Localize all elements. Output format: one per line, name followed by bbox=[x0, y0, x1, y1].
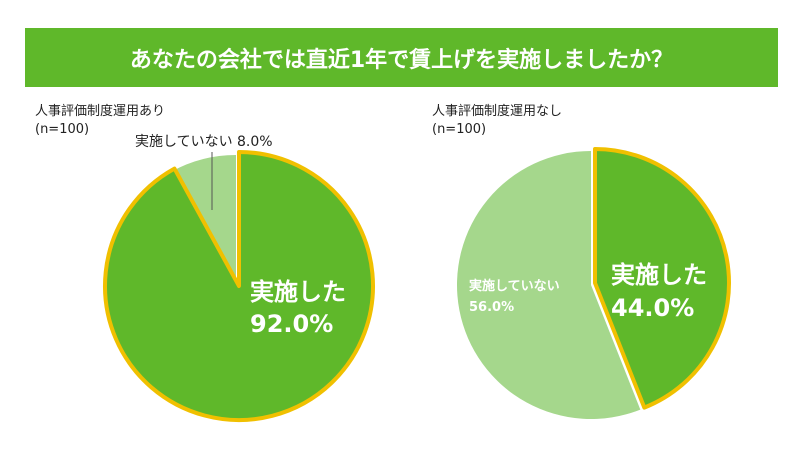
pie-1-slice-not-implemented bbox=[457, 151, 641, 419]
pie-1-value-implemented: 44.0% bbox=[611, 294, 694, 322]
pie-1-label-not-implemented: 実施していない bbox=[469, 278, 560, 294]
pie-1-slice-implemented bbox=[593, 147, 731, 410]
chart-title: あなたの会社では直近1年で賃上げを実施しましたか？ bbox=[25, 28, 778, 87]
pie-0-slice-implemented bbox=[103, 150, 375, 422]
pie-left-subtitle: (n=100) bbox=[35, 122, 90, 137]
pie-left-title: 人事評価制度運用あり bbox=[35, 104, 166, 119]
pie-0-label-implemented: 実施した bbox=[250, 278, 346, 306]
pie-1-value-not-implemented: 56.0% bbox=[469, 300, 514, 315]
pie-0-label-not-implemented: 実施していない 8.0% bbox=[135, 134, 273, 150]
pie-left-title-block: 人事評価制度運用あり (n=100) bbox=[35, 103, 165, 139]
pie-0-value-implemented: 92.0% bbox=[250, 310, 333, 338]
pie-right-title-block: 人事評価制度運用なし (n=100) bbox=[432, 103, 562, 139]
pie-right-title: 人事評価制度運用なし bbox=[432, 104, 563, 119]
pie-right-subtitle: (n=100) bbox=[432, 122, 487, 137]
pie-1-label-implemented: 実施した bbox=[611, 261, 707, 289]
